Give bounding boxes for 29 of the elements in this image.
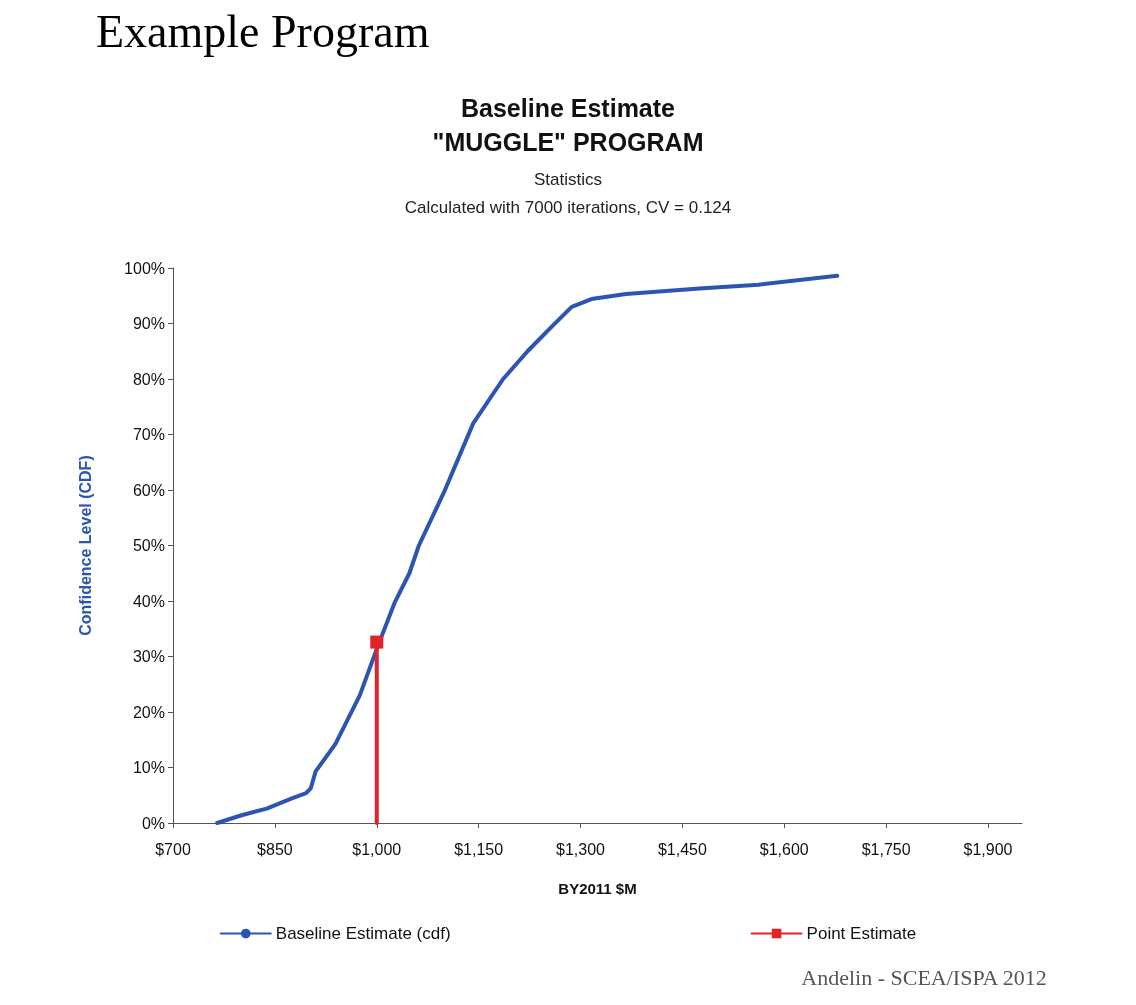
- x-tick-label: $1,300: [556, 840, 606, 858]
- text: Andelin - SCEA/ISPA 2012: [801, 964, 1047, 990]
- chart-subtitle: Statistics Calculated with 7000 iterations, CV = 0.124: [404, 169, 732, 217]
- x-tick-label: $1,150: [454, 840, 504, 858]
- chart-title: Baseline Estimate "MUGGLE" PROGRAM: [432, 94, 704, 156]
- x-tick-label: $1,750: [861, 840, 911, 858]
- x-tick-label: $1,450: [657, 840, 707, 858]
- y-tick-label: 10%: [132, 759, 165, 776]
- y-tick-label: 60%: [132, 481, 165, 499]
- y-tick-label: 20%: [132, 703, 165, 721]
- legend-label: Point Estimate: [806, 924, 917, 943]
- text: Example Program: [96, 5, 430, 57]
- y-tick-label: 100%: [124, 259, 165, 277]
- x-tick-label: $1,000: [352, 840, 402, 858]
- y-tick-label: 0%: [141, 814, 165, 832]
- x-axis-title: BY2011 $M: [558, 880, 637, 897]
- line-series: [215, 273, 840, 825]
- x-tick-label: $850: [257, 840, 293, 858]
- x-tick-label: $1,900: [963, 840, 1013, 858]
- x-tick-label: $700: [155, 840, 191, 858]
- y-tick-label: 90%: [132, 315, 165, 332]
- y-tick-label: 30%: [132, 648, 165, 665]
- x-tick-label: $1,600: [759, 840, 809, 858]
- y-axis-title: Confidence Level (CDF): [76, 455, 94, 636]
- y-tick-label: 50%: [132, 537, 165, 554]
- y-tick-label: 40%: [132, 592, 165, 610]
- y-tick-label: 80%: [132, 370, 165, 388]
- legend-label: Baseline Estimate (cdf): [275, 924, 451, 943]
- y-tick-label: 70%: [132, 426, 165, 443]
